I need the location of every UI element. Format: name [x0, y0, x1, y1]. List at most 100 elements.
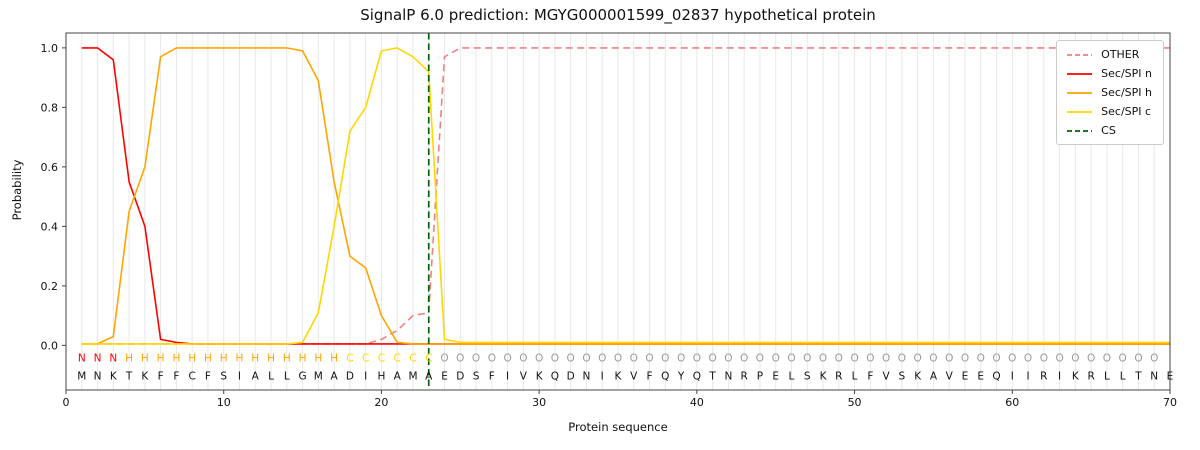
series-line-sec-spi-h [81, 47, 1170, 345]
sequence-letter: T [708, 371, 716, 383]
sequence-letter: N [583, 371, 591, 383]
sequence-letter: Q [551, 371, 559, 383]
region-letter: H [330, 353, 338, 365]
region-letter: O [535, 353, 543, 365]
sequence-letter: D [456, 371, 464, 383]
sequence-letter: L [1120, 371, 1126, 383]
sequence-letter: E [1167, 371, 1174, 383]
sequence-letter: A [425, 371, 433, 383]
region-letter: O [551, 353, 559, 365]
sequence-letter: K [914, 371, 922, 383]
x-axis-label: Protein sequence [568, 420, 668, 434]
plot-frame [65, 32, 1171, 391]
sequence-letter: F [867, 371, 873, 383]
region-letter: O [456, 353, 464, 365]
legend-label: CS [1101, 124, 1116, 137]
region-letter: O [630, 353, 638, 365]
region-letter: H [157, 353, 165, 365]
sequence-letter: M [408, 371, 417, 383]
region-letter: O [803, 353, 811, 365]
sequence-letter: F [158, 371, 164, 383]
region-letter: C [409, 353, 416, 365]
region-letter: C [378, 353, 385, 365]
region-letter: H [188, 353, 196, 365]
region-letter: N [94, 353, 102, 365]
sequence-letter: D [567, 371, 575, 383]
sequence-letter: S [473, 371, 480, 383]
region-letter: C [394, 353, 401, 365]
x-tick-label: 40 [690, 396, 704, 409]
region-letter: O [929, 353, 937, 365]
region-letter: O [819, 353, 827, 365]
legend: OTHER Sec/SPI n Sec/SPI h Sec/SPI c CS [1056, 40, 1164, 145]
region-letter: O [708, 353, 716, 365]
region-letter: H [220, 353, 228, 365]
sequence-letter: E [962, 371, 969, 383]
sequence-letter: T [1134, 371, 1142, 383]
sequence-letter: S [899, 371, 906, 383]
sequence-letter: K [110, 371, 118, 383]
region-letter: O [1024, 353, 1032, 365]
region-letter: O [724, 353, 732, 365]
sequence-letter: I [1011, 371, 1014, 383]
region-letter: H [141, 353, 149, 365]
legend-item-other: OTHER [1066, 48, 1152, 61]
sequence-letter: K [1072, 371, 1080, 383]
legend-line-swatch [1067, 110, 1093, 113]
region-letter: O [440, 353, 448, 365]
region-letter: O [945, 353, 953, 365]
sequence-letter: V [520, 371, 528, 383]
region-letter: O [1150, 353, 1158, 365]
legend-label: Sec/SPI c [1101, 105, 1152, 118]
sequence-letter: F [489, 371, 495, 383]
y-tick-label: 1.0 [41, 42, 59, 55]
sequence-letter: S [804, 371, 811, 383]
y-tick-label: 0.4 [41, 220, 59, 233]
chart-title: SignalP 6.0 prediction: MGYG000001599_02… [360, 6, 876, 24]
sequence-letter: A [252, 371, 260, 383]
sequence-letter: A [331, 371, 339, 383]
sequence-letter: L [284, 371, 290, 383]
y-tick-label: 0.8 [41, 101, 59, 114]
legend-label: OTHER [1101, 48, 1140, 61]
sequence-letter: E [977, 371, 984, 383]
sequence-letter: A [394, 371, 402, 383]
sequence-letter: E [772, 371, 779, 383]
region-letter: O [488, 353, 496, 365]
sequence-letter: P [757, 371, 763, 383]
region-letter: H [125, 353, 133, 365]
sequence-letter: R [1040, 371, 1047, 383]
y-tick-label: 0.0 [41, 339, 59, 352]
region-letter: O [1040, 353, 1048, 365]
sequence-letter: C [188, 371, 195, 383]
region-letter: O [898, 353, 906, 365]
sequence-letter: V [946, 371, 954, 383]
sequence-letter: M [314, 371, 323, 383]
sequence-letter: H [377, 371, 385, 383]
sequence-letter: K [536, 371, 544, 383]
region-letter: O [519, 353, 527, 365]
region-letter: O [1134, 353, 1142, 365]
region-letter: O [772, 353, 780, 365]
region-letter: H [172, 353, 180, 365]
region-letter: O [614, 353, 622, 365]
sequence-letter: N [724, 371, 732, 383]
y-tick-label: 0.2 [41, 280, 59, 293]
region-letter: H [204, 353, 212, 365]
series-line-sec-spi-c [81, 47, 1170, 345]
sequence-letter: M [77, 371, 86, 383]
sequence-letter: I [1027, 371, 1030, 383]
region-letter: C [346, 353, 353, 365]
y-axis-label: Probability [10, 159, 24, 221]
sequence-letter: R [835, 371, 842, 383]
x-tick-label: 70 [1163, 396, 1177, 409]
region-letter: O [756, 353, 764, 365]
sequence-letter: N [94, 371, 102, 383]
x-tick-label: 60 [1005, 396, 1019, 409]
series-line-sec-spi-n [81, 47, 1170, 345]
sequence-letter: N [1150, 371, 1158, 383]
region-letter: O [1071, 353, 1079, 365]
sequence-letter: F [647, 371, 653, 383]
region-letter: O [740, 353, 748, 365]
